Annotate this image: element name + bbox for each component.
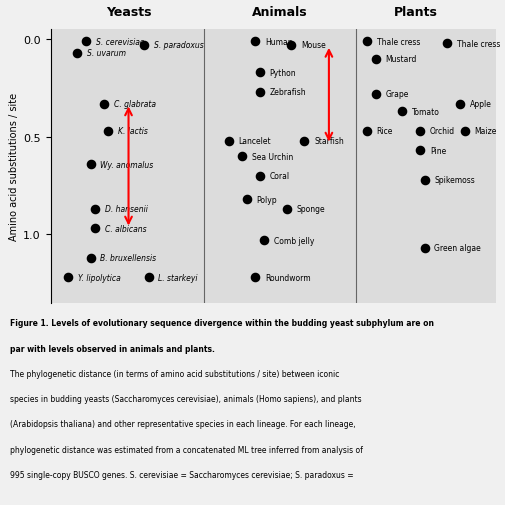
Point (100, 100, 108, 109)
Text: Starfish: Starfish (314, 137, 343, 146)
Text: Apple: Apple (469, 100, 491, 109)
Point (442, 40, 450, 48)
Point (456, 100, 464, 109)
Text: Spikemoss: Spikemoss (434, 176, 474, 185)
Text: Coral: Coral (269, 172, 289, 181)
Text: Animals: Animals (251, 7, 307, 19)
Point (104, 128, 112, 136)
Text: Sea Urchin: Sea Urchin (251, 153, 292, 162)
Text: Roundworm: Roundworm (265, 273, 310, 282)
Text: Zebrafish: Zebrafish (269, 88, 306, 97)
Point (91, 225, 99, 233)
Text: Orchid: Orchid (429, 127, 454, 136)
Point (256, 69, 264, 77)
Point (282, 206, 290, 214)
Text: Figure 1. Levels of evolutionary sequence divergence within the budding yeast su: Figure 1. Levels of evolutionary sequenc… (10, 319, 433, 328)
Text: Y. lipolytica: Y. lipolytica (78, 273, 121, 282)
Text: (Arabidopsis thaliana) and other representative species in each lineage. For eac: (Arabidopsis thaliana) and other represe… (10, 420, 355, 429)
Point (64, 274, 72, 282)
Point (86, 161, 94, 169)
Point (237, 153, 245, 161)
Text: Human: Human (265, 37, 292, 46)
Point (362, 38, 370, 46)
Text: Mustard: Mustard (385, 55, 416, 64)
Point (420, 176, 428, 184)
Point (242, 196, 250, 204)
Text: Comb jelly: Comb jelly (274, 236, 314, 245)
Point (415, 147, 423, 155)
Point (256, 172, 264, 180)
Text: K. lactis: K. lactis (118, 127, 148, 136)
Text: 995 single-copy BUSCO genes. S. cerevisiae = Saccharomyces cerevisiae; S. parado: 995 single-copy BUSCO genes. S. cerevisi… (10, 470, 353, 479)
Text: S. cerevisiae: S. cerevisiae (96, 37, 144, 46)
Text: Polyp: Polyp (256, 195, 276, 204)
Point (256, 88, 264, 96)
Text: Lancelet: Lancelet (238, 137, 271, 146)
Text: phylogenetic distance was estimated from a concatenated ML tree inferred from an: phylogenetic distance was estimated from… (10, 445, 362, 454)
Point (460, 128, 468, 136)
Text: Yeasts: Yeasts (106, 7, 151, 19)
Text: Maize: Maize (474, 127, 496, 136)
Point (91, 206, 99, 214)
Point (140, 42, 148, 50)
Point (420, 244, 428, 252)
Point (300, 137, 308, 145)
Point (73, 49, 81, 58)
Point (397, 108, 406, 116)
Text: S. uvarum: S. uvarum (87, 49, 126, 58)
Text: Mouse: Mouse (300, 41, 325, 51)
Point (286, 42, 294, 50)
Y-axis label: Amino acid substitutions / site: Amino acid substitutions / site (9, 93, 19, 240)
Text: Green algae: Green algae (434, 244, 480, 253)
Text: Rice: Rice (376, 127, 392, 136)
Text: Wy. anomalus: Wy. anomalus (100, 160, 154, 169)
Text: B. bruxellensis: B. bruxellensis (100, 254, 156, 263)
Point (415, 128, 423, 136)
Point (362, 128, 370, 136)
Point (224, 137, 232, 145)
Text: The phylogenetic distance (in terms of amino acid substitutions / site) between : The phylogenetic distance (in terms of a… (10, 369, 339, 378)
Point (371, 56, 379, 64)
Point (86, 254, 94, 262)
Text: Sponge: Sponge (296, 205, 324, 214)
Text: Grape: Grape (385, 90, 408, 99)
Point (251, 274, 259, 282)
Text: species in budding yeasts (Saccharomyces cerevisiae), animals (Homo sapiens), an: species in budding yeasts (Saccharomyces… (10, 394, 361, 403)
Text: D. hansenii: D. hansenii (105, 205, 147, 214)
Text: C. albicans: C. albicans (105, 225, 146, 233)
Text: Python: Python (269, 69, 296, 78)
Text: S. paradoxus: S. paradoxus (154, 41, 203, 51)
Point (251, 38, 259, 46)
Text: Thale cress: Thale cress (376, 37, 419, 46)
Text: Pine: Pine (429, 146, 445, 156)
Text: Plants: Plants (393, 7, 437, 19)
Text: Thale cress: Thale cress (456, 39, 499, 48)
Point (144, 274, 153, 282)
Text: Tomato: Tomato (412, 108, 439, 117)
Text: par with levels observed in animals and plants.: par with levels observed in animals and … (10, 344, 215, 353)
Text: C. glabrata: C. glabrata (114, 100, 156, 109)
Point (82, 38, 90, 46)
Point (371, 90, 379, 98)
Text: L. starkeyi: L. starkeyi (158, 273, 197, 282)
Point (260, 237, 268, 245)
